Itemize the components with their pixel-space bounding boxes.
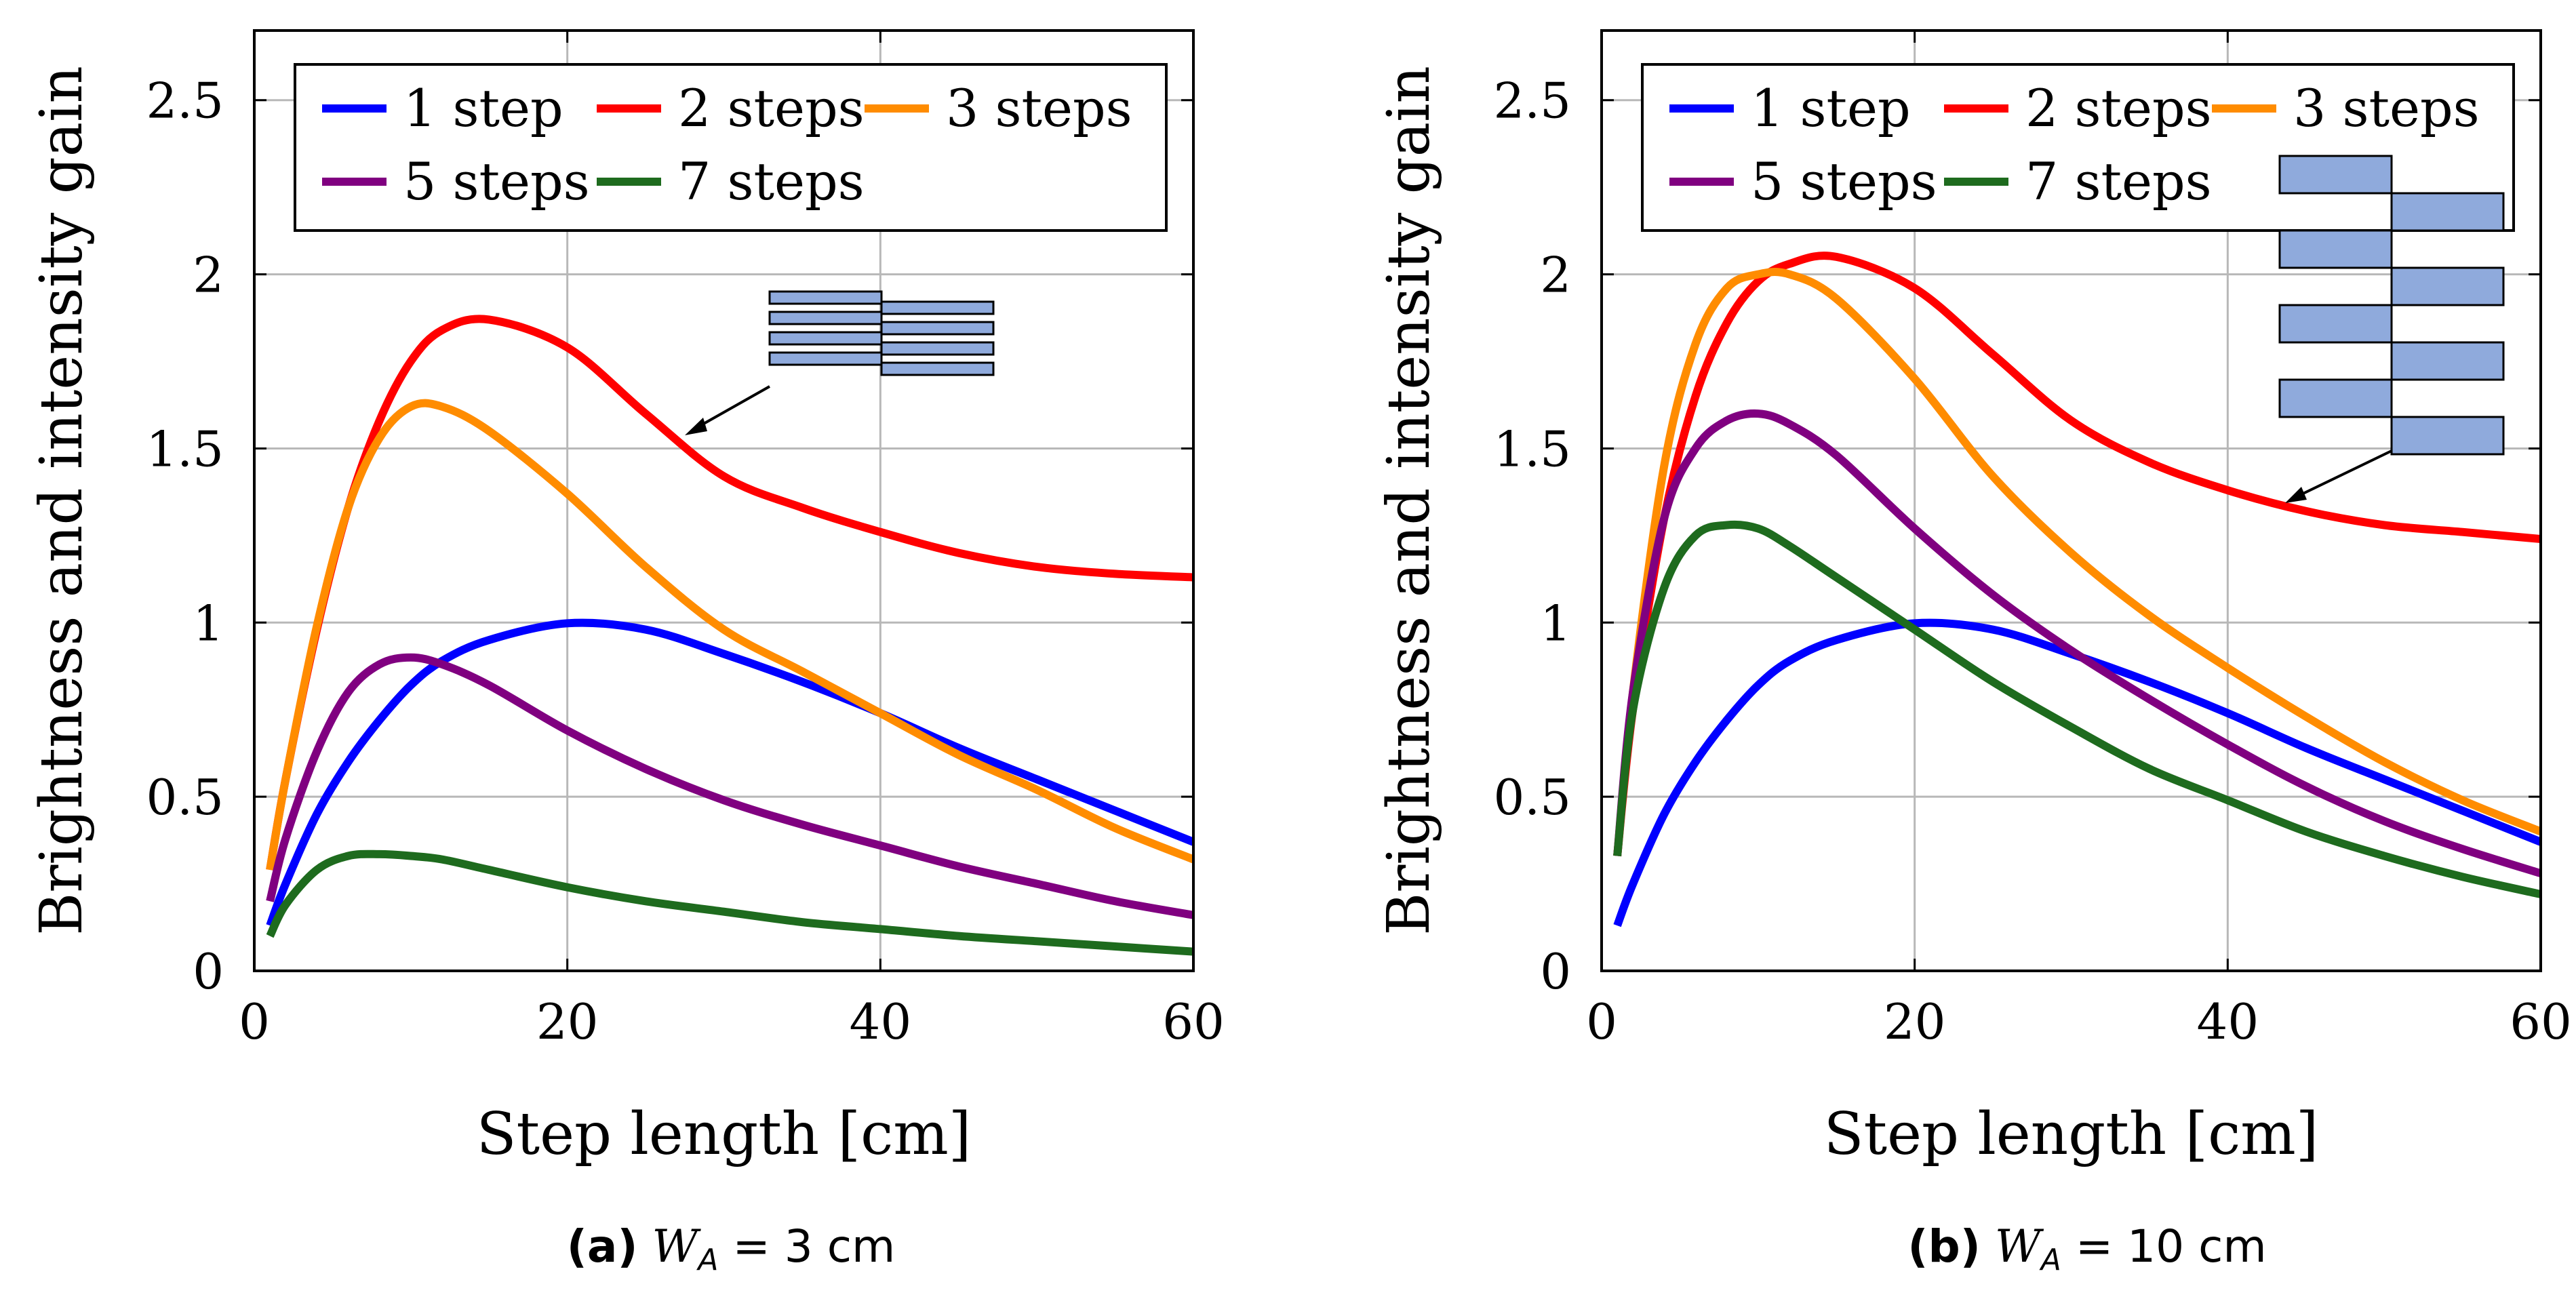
legend-label: 1 step bbox=[1751, 78, 1911, 138]
inset-block bbox=[2390, 341, 2505, 381]
legend-label: 3 steps bbox=[946, 78, 1132, 138]
legend-label: 7 steps bbox=[678, 151, 865, 212]
y-tick-label: 2.5 bbox=[146, 73, 224, 129]
caption-b-label: (b) bbox=[1907, 1220, 1981, 1273]
y-tick-label: 2.5 bbox=[1493, 73, 1571, 129]
caption-a-label: (a) bbox=[566, 1220, 638, 1273]
series-line-5-steps bbox=[1613, 409, 2541, 877]
inset-block bbox=[2278, 229, 2393, 269]
x-tick-label: 40 bbox=[2197, 993, 2259, 1050]
legend-label: 2 steps bbox=[678, 78, 865, 138]
inset-block bbox=[880, 341, 995, 356]
y-tick-label: 1 bbox=[1540, 595, 1571, 652]
series-line-7-steps bbox=[266, 850, 1193, 956]
legend-label: 3 steps bbox=[2293, 78, 2480, 138]
series-line-1-step bbox=[266, 618, 1193, 927]
caption-a: (a) WA = 3 cm bbox=[256, 1220, 1206, 1277]
inset-block bbox=[768, 331, 883, 346]
series-group bbox=[266, 315, 1193, 956]
inset-block bbox=[768, 290, 883, 305]
inset-block bbox=[768, 351, 883, 366]
inset-block bbox=[880, 361, 995, 376]
series-line-7-steps bbox=[1613, 520, 2541, 898]
x-tick-label: 60 bbox=[1162, 993, 1225, 1050]
caption-b-rest: = 10 cm bbox=[2061, 1220, 2267, 1273]
y-tick-label: 0.5 bbox=[146, 769, 224, 826]
x-tick-label: 20 bbox=[536, 993, 599, 1050]
plot-frame bbox=[253, 29, 1195, 972]
plot-frame bbox=[1600, 29, 2542, 972]
inset-block bbox=[880, 321, 995, 336]
y-axis-label: Brightness and intensity gain bbox=[28, 66, 96, 936]
series-line-3-steps bbox=[1613, 268, 2541, 857]
inset-arrow-head bbox=[2285, 487, 2307, 503]
y-tick-label: 1.5 bbox=[1493, 420, 1571, 477]
inset-block bbox=[2278, 378, 2393, 418]
legend-box bbox=[294, 63, 1168, 232]
inset-block bbox=[2278, 304, 2393, 344]
series-line-5-steps bbox=[266, 653, 1193, 919]
y-tick-label: 1.5 bbox=[146, 420, 224, 477]
y-tick-label: 2 bbox=[193, 247, 224, 304]
y-tick-label: 0.5 bbox=[1493, 769, 1571, 826]
x-tick-label: 40 bbox=[850, 993, 912, 1050]
x-tick-label: 60 bbox=[2510, 993, 2572, 1050]
chart-panel-b: 0 20 40 60 0 0.5 1 1.5 2 2.5 Step length [cm] Brigh… bbox=[1375, 29, 2572, 1168]
y-tick-label: 0 bbox=[1540, 943, 1571, 1000]
chart-panel-a: 0 20 40 60 0 0.5 1 1.5 2 2.5 Step length [cm] Brigh… bbox=[28, 29, 1225, 1168]
x-axis-label: Step length [cm] bbox=[1824, 1100, 2319, 1168]
inset-arrow-head bbox=[685, 418, 707, 435]
series-group bbox=[1613, 252, 2541, 927]
inset-block bbox=[2390, 192, 2505, 232]
caption-a-var: W bbox=[652, 1220, 698, 1273]
y-tick-label: 2 bbox=[1540, 247, 1571, 304]
x-axis-label: Step length [cm] bbox=[477, 1100, 972, 1168]
legend-box bbox=[1641, 63, 2515, 232]
inset-block bbox=[2390, 416, 2505, 456]
series-line-3-steps bbox=[266, 399, 1193, 871]
y-tick-label: 0 bbox=[193, 943, 224, 1000]
x-tick-label: 0 bbox=[239, 993, 270, 1050]
x-tick-label: 0 bbox=[1586, 993, 1617, 1050]
legend-label: 5 steps bbox=[403, 151, 590, 212]
legend-label: 7 steps bbox=[2025, 151, 2212, 212]
legend-label: 2 steps bbox=[2025, 78, 2212, 138]
caption-b-sub: A bbox=[2040, 1243, 2061, 1277]
inset-schematic bbox=[685, 290, 995, 435]
caption-b: (b) WA = 10 cm bbox=[1612, 1220, 2562, 1277]
inset-block bbox=[880, 300, 995, 315]
y-tick-label: 1 bbox=[193, 595, 224, 652]
caption-a-rest: = 3 cm bbox=[718, 1220, 896, 1273]
inset-block bbox=[2390, 266, 2505, 306]
series-line-1-step bbox=[1613, 618, 2541, 927]
x-tick-label: 20 bbox=[1884, 993, 1946, 1050]
inset-arrow bbox=[2293, 449, 2392, 500]
caption-b-var: W bbox=[1994, 1220, 2041, 1273]
inset-schematic bbox=[2278, 155, 2505, 503]
caption-a-sub: A bbox=[698, 1243, 719, 1277]
inset-block bbox=[2278, 155, 2393, 195]
y-axis-label: Brightness and intensity gain bbox=[1375, 66, 1443, 936]
inset-block bbox=[768, 311, 883, 325]
legend-label: 5 steps bbox=[1751, 151, 1937, 212]
legend-label: 1 step bbox=[403, 78, 563, 138]
